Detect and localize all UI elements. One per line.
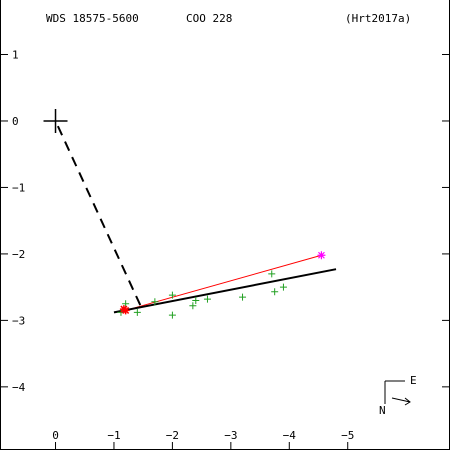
observation-point [168,291,176,299]
compass-north-label: N [379,404,386,417]
residual-line [125,254,322,311]
observation-markers [43,108,326,319]
x-tick-label: 0 [52,429,59,442]
fitted-orbit [113,268,337,314]
x-tick-label: −5 [341,429,354,442]
special-observation-point [317,251,326,260]
observation-point [133,308,141,316]
observation-point [192,296,200,304]
observation-point [239,293,247,301]
observation-point [168,311,176,319]
observation-point [271,288,279,296]
y-tick-label: 0 [12,115,19,128]
observation-point [279,283,287,291]
wds-label: WDS 18575-5600 [46,12,139,25]
observation-point [151,298,159,306]
y-tick-label: −3 [12,314,25,327]
observation-point [122,300,130,308]
reference-label: (Hrt2017a) [345,12,411,25]
orbit-lines [54,120,337,314]
compass-motion-arrow [391,397,411,406]
primary-star-marker [43,108,68,133]
observation-point [268,270,276,278]
x-tick-label: −1 [107,429,120,442]
discoverer-label: COO 228 [186,12,232,25]
y-tick-label: 1 [12,49,19,62]
axis-tick-labels: −5 −4 −3 −2 −1 0 1 0 −1 −2 −3 −4 [12,49,354,442]
compass: E N [379,374,417,417]
x-tick-label: −2 [166,429,179,442]
observation-point [189,302,197,310]
x-tick-label: −3 [224,429,237,442]
x-tick-label: −4 [283,429,297,442]
speckle-observation-point [119,305,128,314]
observation-point [203,295,211,303]
axis-ticks [1,54,449,449]
compass-east-label: E [410,374,417,387]
y-tick-label: −2 [12,248,25,261]
y-tick-label: −1 [12,181,25,194]
y-tick-label: −4 [12,381,26,394]
